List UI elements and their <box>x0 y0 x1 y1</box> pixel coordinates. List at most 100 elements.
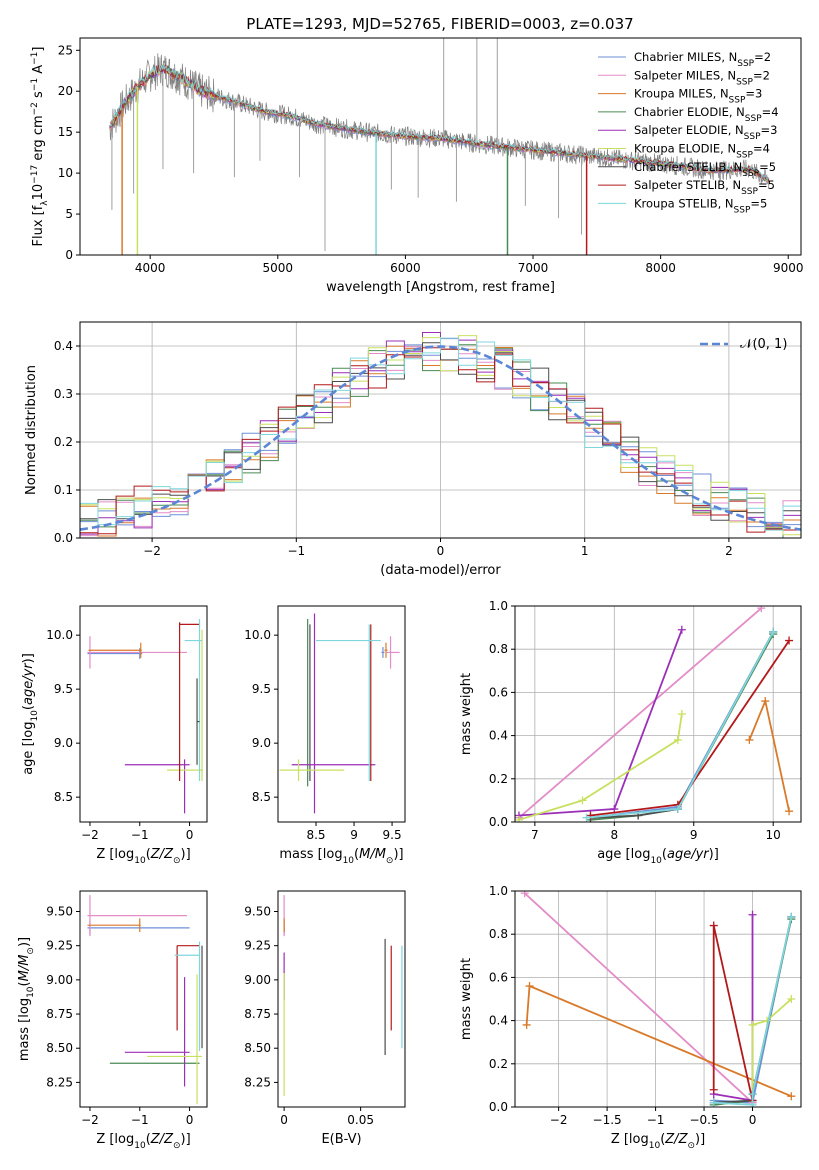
weight-marker <box>748 1090 757 1099</box>
errorbar-point-5 <box>147 974 203 1105</box>
x-axis-label-weight-vs-Z: Z [log10(Z/Z⊙)] <box>611 1132 705 1151</box>
legend-entry: Chabrier ELODIE, NSSP=4 <box>634 105 779 124</box>
x-tick-label: 6000 <box>390 261 421 275</box>
weight-marker <box>745 735 754 744</box>
axes-frame <box>277 890 406 1108</box>
weight-line-8 <box>713 916 793 1106</box>
x-tick-label: 9.5 <box>383 828 402 842</box>
x-tick-label: −2 <box>143 544 161 558</box>
y-tick-label: 25 <box>58 43 73 57</box>
x-tick-label: 0 <box>437 544 445 558</box>
x-tick-label: 4000 <box>135 261 166 275</box>
y-tick-label: 8.25 <box>244 1075 271 1089</box>
y-tick-label: 20 <box>58 84 73 98</box>
plot-area-weight-vs-age <box>515 606 794 822</box>
legend-entry: Salpeter STELIB, NSSP=5 <box>634 178 775 197</box>
weight-marker <box>520 891 529 898</box>
y-tick-label: 9.25 <box>244 939 271 953</box>
weight-marker <box>787 1092 796 1101</box>
x-tick-label: 10 <box>766 828 781 842</box>
x-axis-label-residuals: (data-model)/error <box>380 563 501 578</box>
y-tick-label: 10.0 <box>244 628 271 642</box>
weight-marker <box>578 796 587 805</box>
x-tick-label: 0 <box>186 828 194 842</box>
y-tick-label: 9.50 <box>244 905 271 919</box>
y-tick-label: 9.0 <box>54 736 73 750</box>
errorbar-point-1 <box>87 895 188 937</box>
weight-marker <box>673 735 682 744</box>
errorbar-point-2 <box>87 918 141 933</box>
axes-age-vs-mass: 8.5 9 9.5 8.5 9.0 9.5 10.0 <box>244 605 406 842</box>
legend-entry: Kroupa MILES, NSSP=3 <box>634 87 762 106</box>
legend-entry: Salpeter ELODIE, NSSP=3 <box>634 123 777 142</box>
y-tick-label: 5 <box>65 207 73 221</box>
axes-spectrum: 4000 5000 6000 7000 8000 9000 0 5 10 15 20 25 <box>58 37 804 275</box>
y-tick-label: 9.00 <box>46 973 73 987</box>
y-tick-label: 8.5 <box>54 790 73 804</box>
errorbar-point-0 <box>381 647 385 658</box>
plot-area-spectrum <box>109 38 770 255</box>
weight-marker <box>677 710 686 718</box>
weight-marker <box>769 627 778 636</box>
y-tick-label: 0.2 <box>489 772 508 786</box>
y-axis-label-weight-vs-Z: mass weight <box>459 958 474 1040</box>
y-tick-label: 0.8 <box>489 927 508 941</box>
axes-frame <box>514 890 802 1108</box>
weight-marker <box>709 1098 718 1107</box>
weight-marker <box>525 982 534 991</box>
axes-mass-vs-Z: −2 −1 0 8.25 8.50 8.75 9.00 9.25 9.50 <box>46 890 208 1127</box>
x-tick-label: −2 <box>550 1113 568 1127</box>
errorbar-point-8 <box>174 941 201 1051</box>
x-tick-label: 0.05 <box>347 1113 374 1127</box>
weight-marker <box>582 813 591 822</box>
weight-line-0 <box>590 631 774 819</box>
weight-marker <box>515 815 523 822</box>
weight-line-2 <box>525 984 792 1098</box>
y-tick-label: 9.5 <box>54 682 73 696</box>
axes-weight-vs-Z: −2 −1.5 −1 −0.5 0 0.0 0.2 0.4 0.6 0.8 1.0 <box>489 884 802 1127</box>
model-spectrum-3 <box>110 64 770 183</box>
x-tick-label: 0 <box>280 1113 288 1127</box>
x-tick-label: −1 <box>131 1113 149 1127</box>
y-axis-label-weight-vs-age: mass weight <box>459 673 474 755</box>
x-tick-label: 8.5 <box>306 828 325 842</box>
y-tick-label: 9.00 <box>244 973 271 987</box>
errorbar-point-5 <box>167 629 204 781</box>
y-tick-label: 0.4 <box>54 339 73 353</box>
x-tick-label: 0 <box>749 1113 757 1127</box>
y-tick-label: 8.25 <box>46 1075 73 1089</box>
errorbar-point-1 <box>386 636 400 669</box>
axes-frame <box>79 890 208 1108</box>
weight-line-7 <box>712 925 754 1101</box>
axes-mass-vs-ebv: 0 0.05 8.25 8.50 8.75 9.00 9.25 9.50 <box>244 890 406 1127</box>
legend-entry: Chabrier MILES, NSSP=2 <box>634 50 771 69</box>
weight-marker <box>748 910 757 919</box>
weight-marker <box>748 1020 757 1029</box>
weight-line-1 <box>518 607 762 819</box>
y-tick-label: 15 <box>58 125 73 139</box>
plot-area-age-vs-mass <box>279 613 400 814</box>
errorbar-point-1 <box>87 636 188 669</box>
weight-marker <box>787 912 796 921</box>
errorbar-point-8 <box>316 624 381 781</box>
weight-marker <box>787 995 796 1003</box>
weight-marker <box>673 805 682 814</box>
x-tick-label: −1 <box>287 544 305 558</box>
x-tick-label: 8000 <box>645 261 676 275</box>
x-axis-label-mass-vs-ebv: E(B-V) <box>321 1132 361 1147</box>
plot-area-residuals <box>80 332 801 538</box>
plot-area-mass-vs-Z <box>87 895 203 1105</box>
weight-line-7 <box>590 640 790 817</box>
x-tick-label: 1 <box>581 544 589 558</box>
errorbar-point-4 <box>291 613 376 814</box>
errorbar-point-5 <box>279 759 345 781</box>
weight-marker <box>785 807 794 816</box>
y-tick-label: 0.6 <box>489 970 508 984</box>
weight-marker <box>757 606 766 613</box>
errorbar-point-0 <box>87 921 190 935</box>
x-tick-label: −2 <box>81 828 99 842</box>
normal-reference-curve <box>80 345 801 531</box>
weight-line-2 <box>748 697 790 812</box>
errorbar-point-7 <box>176 945 200 1031</box>
